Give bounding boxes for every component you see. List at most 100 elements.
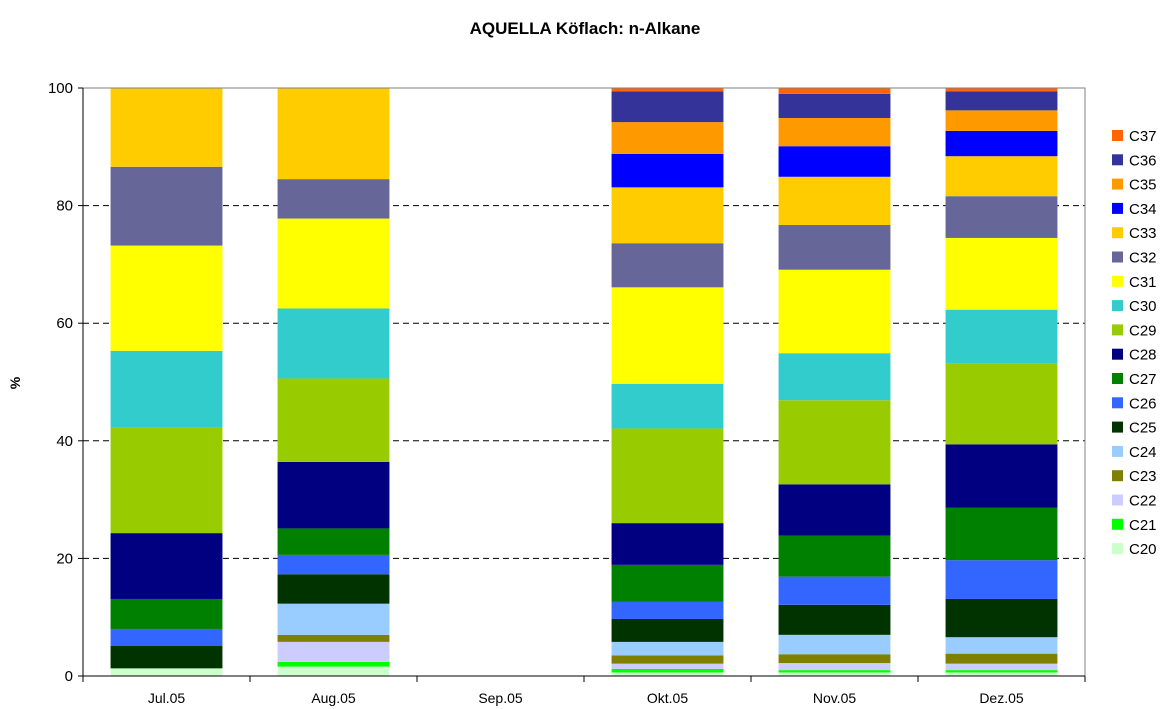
bar-segment-c23-5: [945, 653, 1058, 664]
bar-segment-c25-1: [277, 574, 390, 604]
bars: [110, 88, 1058, 676]
bar-segment-c20-4: [778, 672, 891, 676]
bar-segment-c25-0: [110, 646, 223, 669]
bar-segment-c27-0: [110, 598, 223, 629]
bar-segment-c23-4: [778, 654, 891, 664]
bar-segment-c37-3: [611, 88, 724, 92]
bar-segment-c32-4: [778, 225, 891, 270]
bar-segment-c33-0: [110, 88, 223, 167]
bar-segment-c24-5: [945, 637, 1058, 654]
legend-label-c21: C21: [1129, 517, 1157, 534]
legend-label-c31: C31: [1129, 274, 1157, 291]
bar-segment-c33-3: [611, 187, 724, 244]
x-tick-label: Aug.05: [311, 690, 356, 706]
legend-swatch-c26: [1112, 397, 1123, 409]
bar-segment-c28-5: [945, 444, 1058, 508]
bar-segment-c30-1: [277, 308, 390, 379]
bar-segment-c24-1: [277, 603, 390, 635]
bar-segment-c28-1: [277, 461, 390, 529]
bar-segment-c22-4: [778, 663, 891, 671]
bar-segment-c26-1: [277, 554, 390, 575]
legend-swatch-c33: [1112, 227, 1123, 239]
bar-segment-c21-4: [778, 670, 891, 673]
bar-segment-c22-3: [611, 663, 724, 669]
bar-segment-c20-3: [611, 672, 724, 676]
legend-swatch-c36: [1112, 154, 1123, 166]
bar-segment-c37-4: [778, 88, 891, 94]
y-ticks: 0 20 40 60 80 100: [48, 80, 83, 685]
legend-label-c28: C28: [1129, 347, 1157, 364]
legend-label-c34: C34: [1129, 201, 1157, 218]
bar-segment-c23-1: [277, 634, 390, 642]
bar-segment-c22-1: [277, 641, 390, 662]
bar-segment-c31-1: [277, 218, 390, 309]
chart-title: AQUELLA Köflach: n-Alkane: [470, 19, 701, 38]
y-tick-label: 60: [56, 315, 73, 332]
legend-label-c29: C29: [1129, 322, 1157, 339]
legend-swatch-c32: [1112, 251, 1123, 263]
legend: C37 C36 C35 C34 C33 C32 C31 C30 C29 C28 C27 C26 C25 C…: [1112, 128, 1157, 558]
bar-segment-c26-3: [611, 601, 724, 619]
bar-segment-c34-5: [945, 130, 1058, 157]
bar-segment-c36-3: [611, 91, 724, 123]
bar-segment-c35-4: [778, 117, 891, 147]
bar-segment-c30-4: [778, 353, 891, 401]
x-tick-label: Dez.05: [979, 690, 1024, 706]
legend-label-c30: C30: [1129, 298, 1157, 315]
axes: [82, 87, 1086, 677]
bar-segment-c26-5: [945, 560, 1058, 599]
bar-segment-c28-3: [611, 523, 724, 565]
legend-swatch-c35: [1112, 178, 1123, 190]
bar-segment-c33-1: [277, 88, 390, 180]
bar-segment-c30-3: [611, 383, 724, 429]
legend-label-c20: C20: [1129, 541, 1157, 558]
legend-swatch-c24: [1112, 445, 1123, 457]
y-axis-label: %: [7, 376, 23, 389]
bar-segment-c29-5: [945, 363, 1058, 445]
bar-segment-c32-0: [110, 166, 223, 246]
bar-segment-c32-5: [945, 196, 1058, 238]
bar-segment-c29-4: [778, 400, 891, 485]
legend-label-c25: C25: [1129, 420, 1157, 437]
bar-segment-c21-1: [277, 661, 390, 667]
bar-segment-c27-3: [611, 564, 724, 602]
legend-swatch-c30: [1112, 300, 1123, 312]
bar-segment-c29-0: [110, 427, 223, 534]
y-tick-label: 20: [56, 550, 73, 567]
bar-segment-c30-5: [945, 309, 1058, 364]
bar-segment-c31-3: [611, 287, 724, 384]
legend-label-c36: C36: [1129, 152, 1157, 169]
bar-segment-c28-4: [778, 484, 891, 536]
bar-segment-c31-0: [110, 245, 223, 351]
bar-segment-c27-4: [778, 535, 891, 577]
legend-swatch-c27: [1112, 373, 1123, 384]
legend-swatch-c23: [1112, 470, 1123, 482]
bar-segment-c29-3: [611, 428, 724, 524]
legend-swatch-c28: [1112, 348, 1123, 360]
x-ticks: Jul.05 Aug.05 Sep.05 Okt.05 Nov.05 Dez.05: [82, 676, 1086, 706]
bar-segment-c24-4: [778, 634, 891, 655]
legend-label-c35: C35: [1129, 177, 1157, 194]
bar-segment-c31-4: [778, 269, 891, 354]
x-tick-label: Nov.05: [813, 690, 857, 706]
legend-label-c24: C24: [1129, 444, 1157, 461]
bar-segment-c29-1: [277, 378, 390, 462]
y-tick-label: 100: [48, 80, 73, 97]
legend-label-c22: C22: [1129, 493, 1157, 510]
bar-segment-c28-0: [110, 533, 223, 599]
bar-segment-c22-5: [945, 663, 1058, 671]
legend-swatch-c22: [1112, 494, 1123, 506]
bar-segment-c32-1: [277, 179, 390, 219]
bar-segment-c33-4: [778, 176, 891, 226]
plot-area-border: [82, 87, 1086, 677]
x-tick-label: Sep.05: [478, 690, 523, 706]
bar-segment-c36-4: [778, 93, 891, 118]
bar-segment-c32-3: [611, 243, 724, 288]
legend-swatch-c29: [1112, 324, 1123, 336]
bar-segment-c33-5: [945, 156, 1058, 197]
bar-segment-c20-5: [945, 672, 1058, 676]
bar-segment-c27-5: [945, 507, 1058, 561]
bar-segment-c34-3: [611, 153, 724, 188]
bar-segment-c25-5: [945, 598, 1058, 638]
legend-swatch-c37: [1112, 130, 1123, 141]
